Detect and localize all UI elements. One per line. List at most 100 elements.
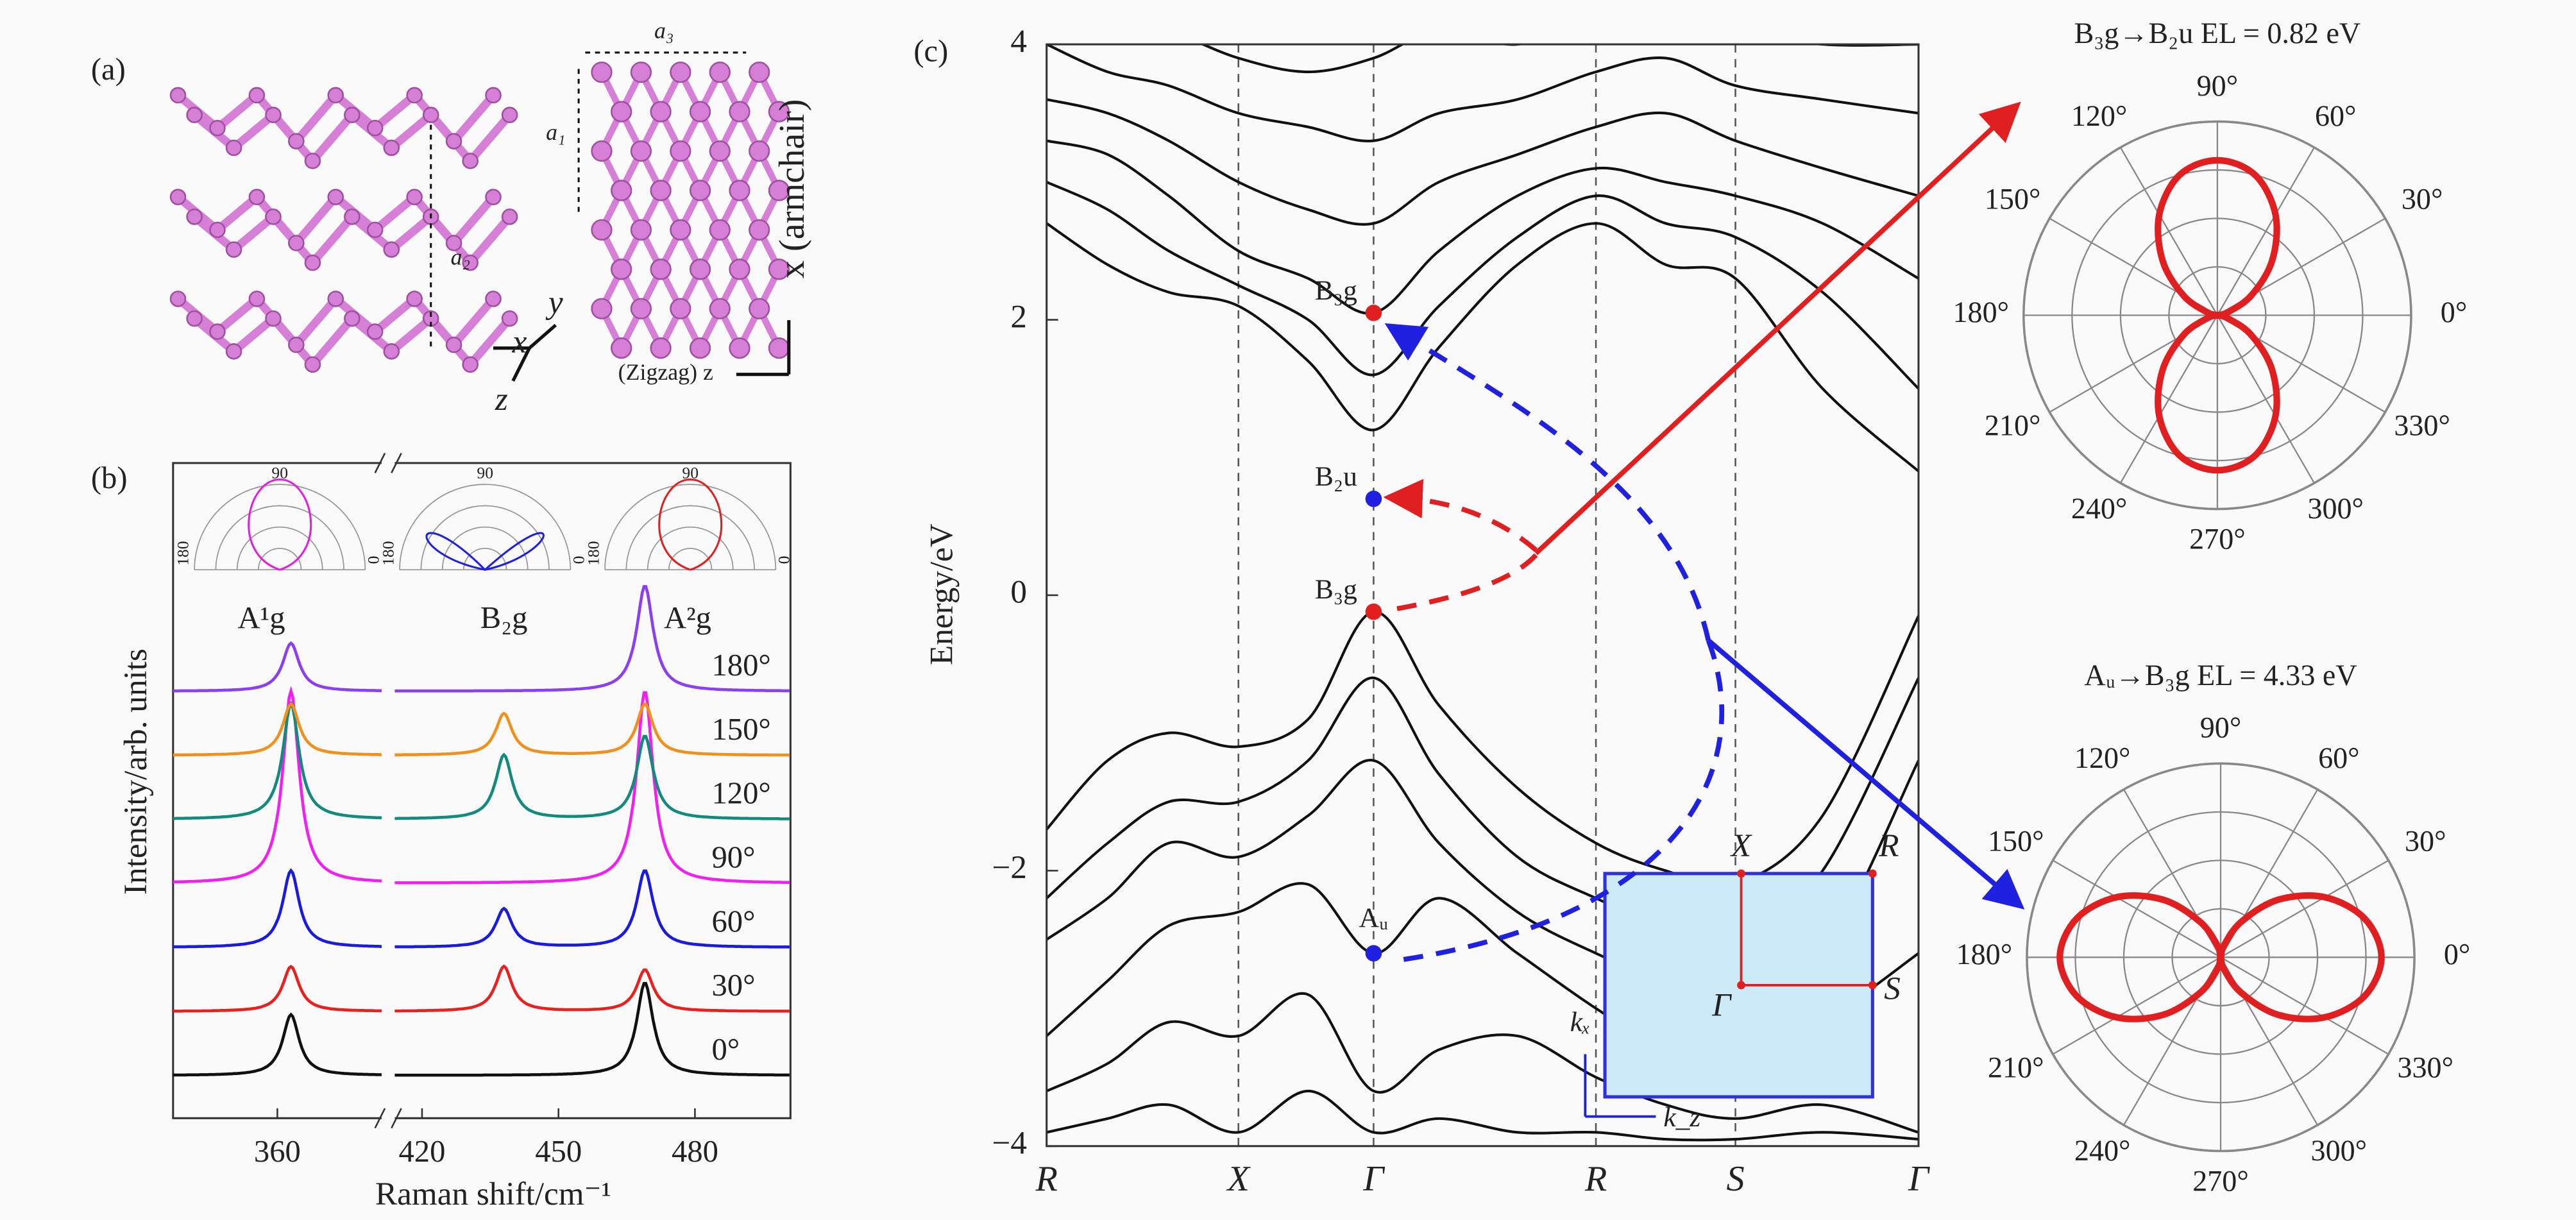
inset-ring [399, 484, 572, 570]
theta-tick-label: 270° [2192, 1164, 2249, 1197]
atom [169, 291, 187, 307]
atom [327, 189, 344, 205]
inset-curve [248, 478, 312, 571]
atom [462, 153, 479, 169]
inset-ring [647, 526, 734, 570]
band [1046, 180, 1919, 390]
x-tick-label: 480 [672, 1134, 718, 1169]
axes-arrows [493, 320, 791, 382]
atom [768, 180, 790, 201]
x-tick-label: R [1584, 1159, 1607, 1199]
band [1046, 1089, 1919, 1142]
armchair-label: x (armchair) [772, 99, 812, 279]
atom [248, 291, 266, 307]
atom [749, 219, 770, 241]
spectrum [173, 702, 790, 757]
band [1046, 44, 1919, 142]
atom [611, 337, 632, 359]
polar-spoke [2216, 147, 2315, 316]
atom [445, 133, 462, 149]
bz-label: R [1878, 827, 1899, 864]
inset-label: 180 [379, 541, 398, 565]
peak-label: A²g [664, 600, 711, 635]
band-panel: R X Γ R S Γ −4 −2 0 2 4 Energy/eV B₃g B₂u B₃g Aᵤ X R Γ Skₓ… [924, 23, 1930, 1199]
spectra-panel: 360 420 450 480 Raman shift/cm⁻¹ Intensity/ar… [117, 452, 793, 1212]
x-tick-label: S [1726, 1159, 1744, 1199]
x-tick-label: Γ [1362, 1159, 1385, 1199]
bz-point [1868, 981, 1877, 990]
atom [630, 219, 652, 241]
dashed-arrow [1383, 479, 1538, 552]
plot-frame [172, 462, 792, 1119]
arrow [1706, 638, 2025, 910]
y-tick-label: −4 [992, 1125, 1027, 1162]
inset-label: 180 [174, 541, 192, 565]
state-label: B₃g [1315, 275, 1357, 306]
atom [225, 241, 242, 258]
arrow [1534, 101, 2021, 555]
atom [422, 106, 439, 123]
atom [209, 323, 226, 340]
atom [169, 189, 187, 205]
x-tick-label: 450 [535, 1134, 582, 1169]
atom [344, 106, 360, 123]
theta-tick-label: 120° [2071, 99, 2128, 132]
y-tick-label: −2 [992, 849, 1027, 886]
atom [225, 343, 242, 360]
state-point [1365, 490, 1382, 507]
atom [445, 235, 462, 251]
theta-tick-label: 240° [2071, 492, 2128, 525]
bz-point [1737, 869, 1745, 878]
y-tick-label: 4 [1010, 23, 1027, 60]
atom [304, 254, 321, 271]
atom [248, 87, 266, 104]
axis-break-gap [381, 1113, 395, 1123]
panel-label: (b) [91, 461, 128, 495]
spectrum [173, 585, 790, 693]
atom [689, 337, 711, 359]
state-point [1365, 603, 1382, 620]
lattice-label: a₃ [654, 17, 674, 43]
inset-ring [463, 548, 507, 570]
axis-break [374, 1108, 402, 1129]
theta-tick-label: 330° [2394, 409, 2450, 442]
spectrum-label: 0° [711, 1032, 740, 1067]
atom [670, 219, 691, 241]
atom [265, 310, 282, 327]
atom [709, 298, 731, 319]
inset-ring [215, 505, 344, 570]
atom [689, 258, 711, 280]
spectrum [173, 700, 790, 820]
atom [709, 140, 731, 162]
atom [591, 61, 613, 83]
atom [383, 139, 400, 157]
atom [225, 139, 242, 157]
atom [630, 61, 652, 83]
theta-tick-label: 210° [1988, 1051, 2044, 1084]
polar-title: Aᵤ→B₃g EL = 4.33 eV [2084, 659, 2357, 691]
atom [630, 140, 652, 162]
axis-label: z [495, 381, 508, 418]
y-tick-label: 2 [1010, 298, 1027, 335]
plot-frame [1046, 43, 1920, 1148]
y-axis-label: Energy/eV [924, 523, 960, 665]
theta-tick-label: 60° [2315, 99, 2356, 132]
theta-tick-label: 0° [2444, 938, 2470, 970]
axis-break [374, 452, 402, 473]
theta-tick-label: 300° [2307, 492, 2364, 525]
state-label: Aᵤ [1359, 902, 1389, 933]
atom [501, 208, 518, 225]
k-axes [1584, 1054, 1656, 1118]
atom [729, 101, 750, 123]
atom [327, 87, 344, 104]
atom [591, 140, 613, 162]
atom [650, 101, 672, 123]
polar-spoke [2052, 956, 2221, 1055]
atom [501, 310, 518, 327]
spectrum [173, 868, 790, 949]
atom [265, 106, 282, 123]
polar-spoke [2052, 860, 2221, 958]
inset-label: 90 [477, 464, 493, 482]
band [1046, 98, 1919, 226]
